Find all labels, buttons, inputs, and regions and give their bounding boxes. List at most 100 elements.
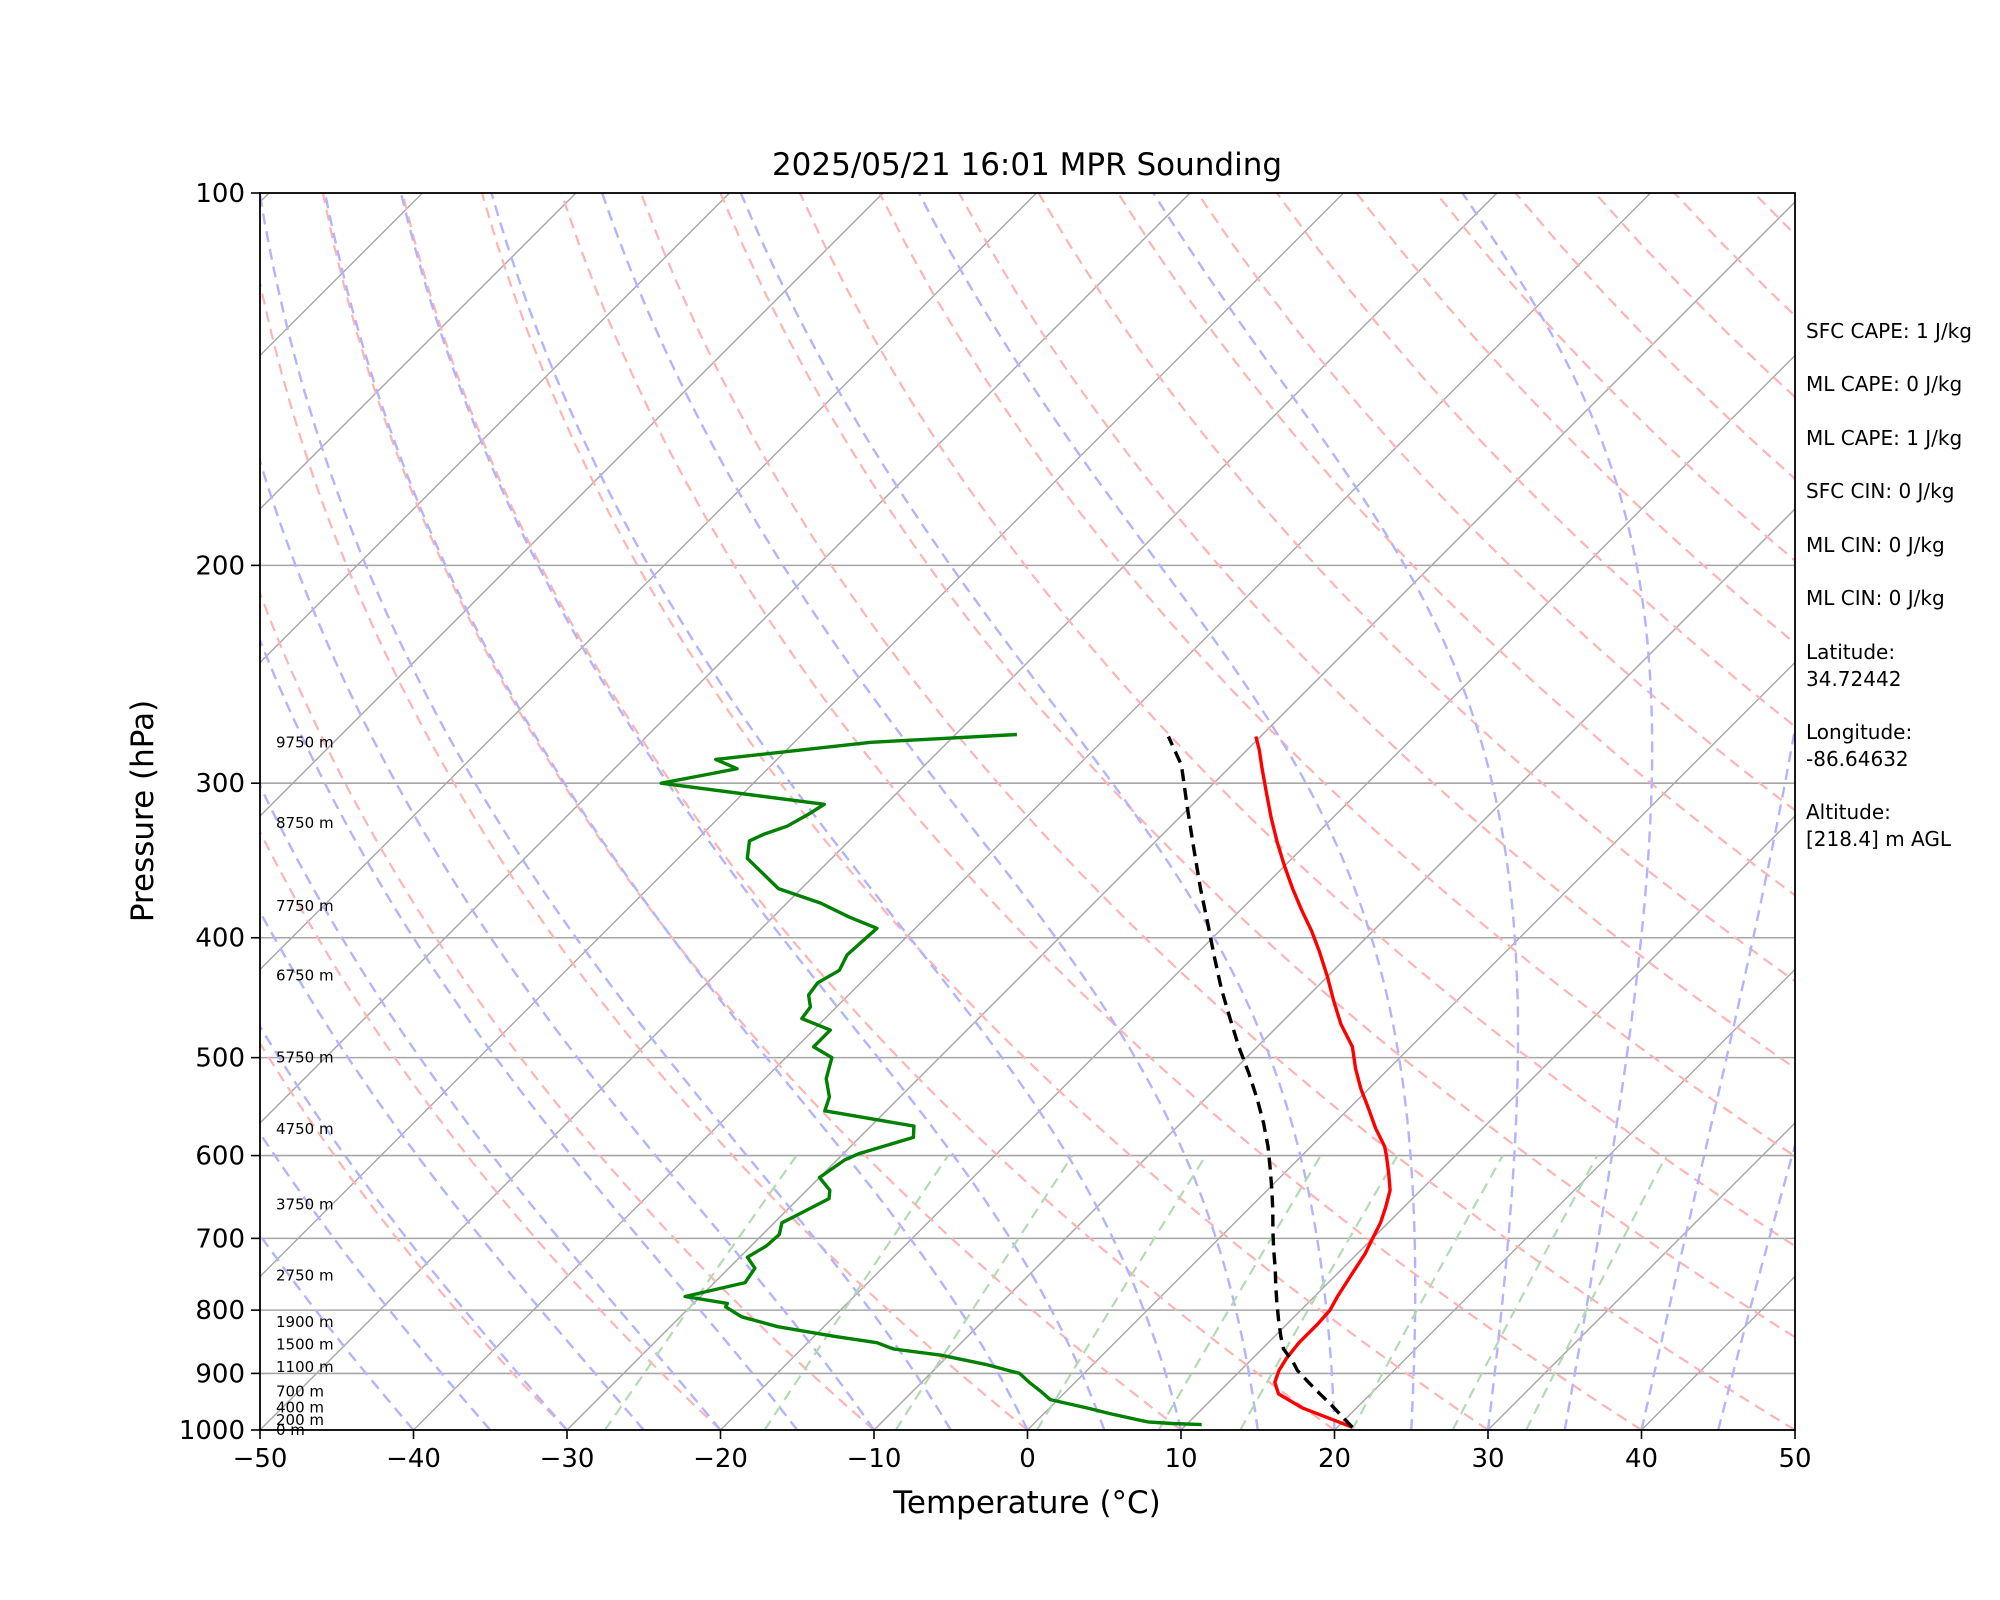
altitude-value: [218.4] m AGL (1806, 827, 1952, 851)
moist-adiabat-line (260, 782, 722, 1430)
dry-adiabat-line (480, 193, 1489, 1430)
isotherm-line (260, 193, 1344, 1278)
dry-adiabat-line (719, 193, 1795, 1339)
y-tick-label: 800 (195, 1296, 245, 1326)
height-label: 400 m (276, 1399, 324, 1417)
height-label: 8750 m (276, 814, 334, 832)
height-label: 4750 m (276, 1120, 334, 1138)
dry-adiabat-line (321, 193, 1182, 1430)
moist-adiabat-line (1640, 721, 1795, 1430)
y-tick-label: 700 (195, 1224, 245, 1254)
isotherm-line (260, 193, 577, 510)
moist-adiabat-line (260, 1131, 492, 1430)
x-tick-label: −50 (233, 1444, 288, 1474)
x-tick-label: −40 (386, 1444, 441, 1474)
moist-adiabat-line (260, 637, 799, 1430)
dry-adiabat-line (401, 193, 1336, 1430)
mixing-ratio-line (1035, 1155, 1207, 1430)
moist-adiabat-line (260, 457, 875, 1430)
y-axis-title: Pressure (hPa) (125, 700, 161, 922)
dewpoint-profile-line (659, 732, 1202, 1427)
isotherm-line (720, 354, 1795, 1430)
data-layer (659, 732, 1392, 1429)
parcel-path-line (1166, 735, 1354, 1429)
dry-adiabat-line (1276, 193, 1795, 728)
dry-adiabat-line (260, 277, 1029, 1430)
dry-adiabat-line (1196, 193, 1795, 812)
isotherm-line (1180, 815, 1795, 1430)
dry-adiabat-line (560, 193, 1643, 1430)
chart-title: 2025/05/21 16:01 MPR Sounding (772, 147, 1282, 183)
y-tick-label: 400 (195, 924, 245, 954)
x-tick-label: 0 (1019, 1444, 1036, 1474)
moist-adiabat-line (323, 193, 1029, 1430)
dry-adiabat-line (798, 193, 1795, 1248)
dry-adiabat-line (260, 1041, 568, 1430)
height-label: 6750 m (276, 966, 334, 984)
moist-adiabat-line (260, 193, 952, 1430)
x-axis-ticks: −50 −40 −30 −20 −10 0 10 20 30 40 50 (233, 1430, 1812, 1474)
height-label: 200 m (276, 1411, 324, 1429)
y-tick-label: 300 (195, 769, 245, 799)
mixing-ratio-line (763, 1154, 950, 1430)
dry-adiabat-line (958, 193, 1795, 1070)
height-label: 1100 m (276, 1358, 334, 1376)
mixing-ratio-line (604, 1154, 798, 1430)
y-tick-label: 200 (195, 551, 245, 581)
dry-adiabat-line (260, 590, 875, 1430)
stat-ml-cape-2: ML CAPE: 1 J/kg (1806, 426, 1962, 450)
height-label: 700 m (276, 1383, 324, 1401)
height-label: 5750 m (276, 1049, 334, 1067)
isotherm-line (260, 193, 884, 817)
height-label: 3750 m (276, 1195, 334, 1213)
moist-adiabat-line (260, 1233, 415, 1430)
x-tick-label: 10 (1164, 1444, 1197, 1474)
moist-adiabat-line (260, 1024, 568, 1430)
isotherm-line (260, 193, 730, 664)
latitude-value: 34.72442 (1806, 667, 1901, 691)
x-tick-label: 40 (1625, 1444, 1658, 1474)
isotherm-line (413, 193, 1651, 1430)
moist-adiabat-line (490, 193, 1183, 1430)
dry-adiabat-line (260, 829, 722, 1430)
moist-adiabat-line (917, 193, 1417, 1430)
moist-adiabat-line (399, 193, 1106, 1430)
isotherm-line (260, 193, 1498, 1430)
isotherm-line (260, 193, 1037, 971)
height-label: 1500 m (276, 1336, 334, 1354)
dry-adiabat-line (878, 193, 1795, 1158)
y-tick-label: 900 (195, 1359, 245, 1389)
stat-sfc-cape: SFC CAPE: 1 J/kg (1806, 319, 1972, 343)
moist-adiabat-line (600, 193, 1259, 1430)
x-axis-title: Temperature (°C) (892, 1485, 1161, 1521)
moist-adiabat-line (1717, 1141, 1795, 1430)
mixing-ratio-line (1451, 1155, 1599, 1430)
x-tick-label: −10 (847, 1444, 902, 1474)
y-axis-ticks: 1000 900 800 700 600 500 400 300 200 100 (179, 179, 260, 1446)
mixing-ratio-line (1525, 1155, 1668, 1430)
stat-ml-cape: ML CAPE: 0 J/kg (1806, 372, 1962, 396)
stat-ml-cin-2: ML CIN: 0 J/kg (1806, 586, 1945, 610)
altitude-label: Altitude: (1806, 800, 1891, 824)
isotherm-line (1334, 968, 1795, 1430)
mixing-ratio-line (1239, 1155, 1399, 1430)
moist-adiabat-line (1461, 193, 1654, 1430)
temperature-profile-line (1254, 736, 1392, 1429)
mixing-ratio-line (894, 1154, 1074, 1430)
stats-panel: SFC CAPE: 1 J/kg ML CAPE: 0 J/kg ML CAPE… (1806, 319, 1972, 851)
longitude-label: Longitude: (1806, 720, 1912, 744)
height-label: 2750 m (276, 1266, 334, 1284)
dry-adiabat-line (639, 193, 1795, 1430)
x-tick-label: 50 (1778, 1444, 1811, 1474)
isotherm-line (566, 201, 1795, 1430)
x-tick-label: −20 (693, 1444, 748, 1474)
moist-adiabat-line (739, 193, 1336, 1430)
x-tick-label: 20 (1318, 1444, 1351, 1474)
isotherm-line (873, 508, 1795, 1430)
stat-sfc-cin: SFC CIN: 0 J/kg (1806, 479, 1954, 503)
dry-adiabat-line (1037, 193, 1795, 983)
x-tick-label: 30 (1471, 1444, 1504, 1474)
grid-layer (260, 193, 1795, 1430)
